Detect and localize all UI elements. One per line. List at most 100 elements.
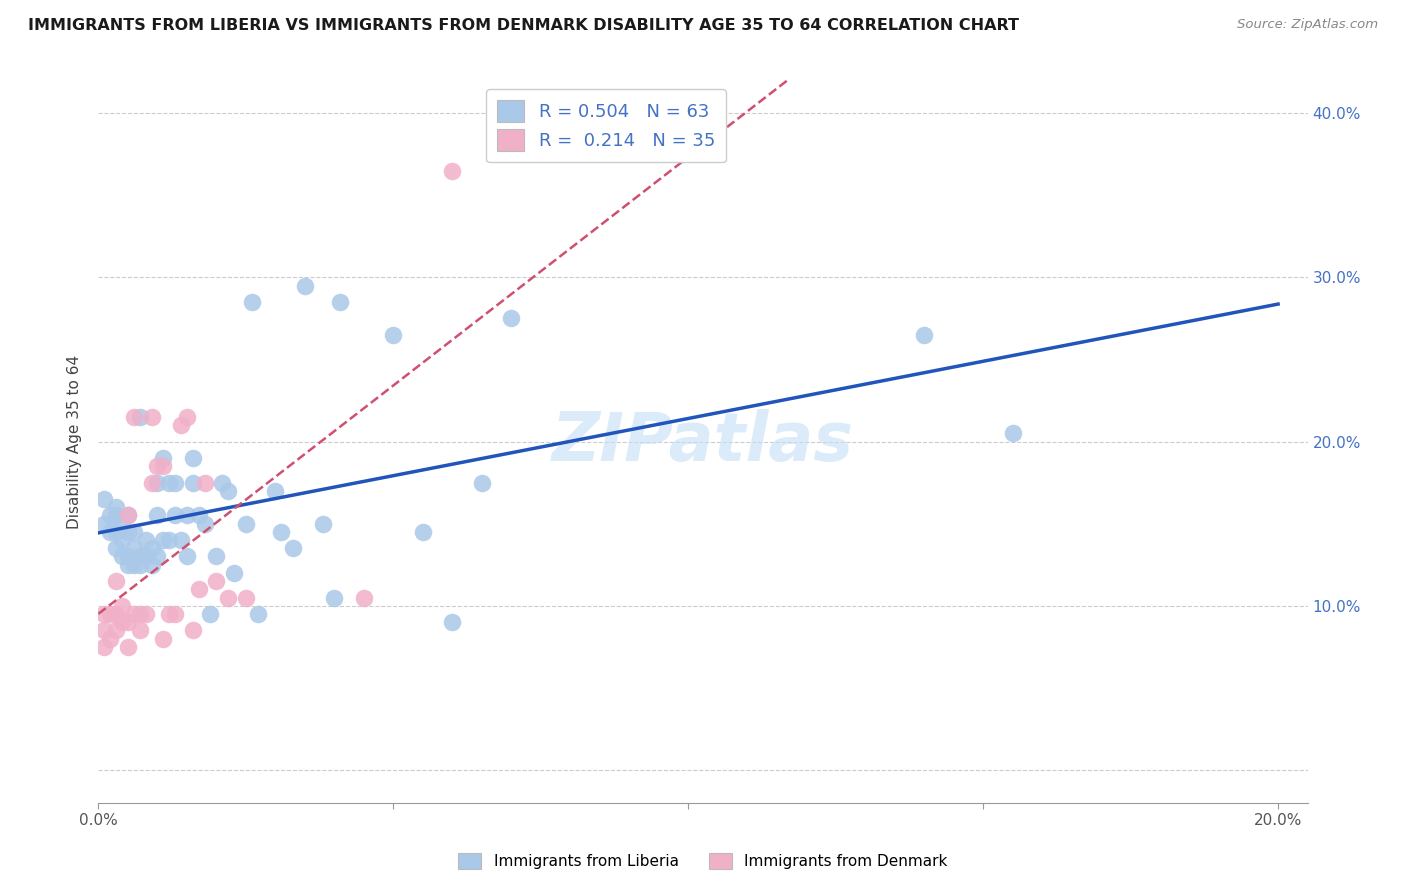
Point xyxy=(105,508,128,523)
Point xyxy=(441,615,464,630)
Point xyxy=(146,459,169,474)
Point xyxy=(93,624,115,638)
Point xyxy=(1001,426,1024,441)
Point xyxy=(165,508,187,523)
Point xyxy=(205,574,228,588)
Point xyxy=(122,541,145,556)
Point xyxy=(128,607,150,621)
Point xyxy=(194,475,217,490)
Point xyxy=(146,549,169,564)
Point xyxy=(93,640,115,654)
Point xyxy=(501,311,523,326)
Point xyxy=(246,607,269,621)
Point xyxy=(441,163,464,178)
Point xyxy=(98,607,121,621)
Point xyxy=(222,566,245,580)
Point xyxy=(141,475,163,490)
Point xyxy=(187,508,209,523)
Point xyxy=(165,607,187,621)
Point xyxy=(122,607,145,621)
Point xyxy=(176,508,198,523)
Point xyxy=(181,450,204,465)
Point xyxy=(141,558,163,572)
Point xyxy=(353,591,375,605)
Point xyxy=(152,450,174,465)
Point xyxy=(117,508,139,523)
Point xyxy=(105,541,128,556)
Point xyxy=(471,475,494,490)
Point xyxy=(135,533,157,547)
Point xyxy=(93,516,115,531)
Text: Source: ZipAtlas.com: Source: ZipAtlas.com xyxy=(1237,18,1378,31)
Point xyxy=(117,508,139,523)
Point xyxy=(93,607,115,621)
Point xyxy=(98,632,121,646)
Point xyxy=(157,475,180,490)
Point xyxy=(217,591,239,605)
Point xyxy=(240,295,263,310)
Point xyxy=(105,574,128,588)
Point xyxy=(128,409,150,424)
Point xyxy=(146,508,169,523)
Point xyxy=(294,278,316,293)
Point xyxy=(128,624,150,638)
Point xyxy=(98,524,121,539)
Point xyxy=(170,533,193,547)
Point xyxy=(205,549,228,564)
Point xyxy=(141,409,163,424)
Point xyxy=(200,607,222,621)
Point xyxy=(217,483,239,498)
Legend: Immigrants from Liberia, Immigrants from Denmark: Immigrants from Liberia, Immigrants from… xyxy=(453,847,953,875)
Point xyxy=(157,607,180,621)
Point xyxy=(111,549,134,564)
Point xyxy=(111,533,134,547)
Legend: R = 0.504   N = 63, R =  0.214   N = 35: R = 0.504 N = 63, R = 0.214 N = 35 xyxy=(486,89,725,162)
Point xyxy=(117,549,139,564)
Point xyxy=(146,475,169,490)
Point xyxy=(135,607,157,621)
Point xyxy=(281,541,304,556)
Point xyxy=(176,549,198,564)
Point xyxy=(105,500,128,515)
Point xyxy=(122,524,145,539)
Point xyxy=(135,549,157,564)
Point xyxy=(117,640,139,654)
Point xyxy=(152,459,174,474)
Text: IMMIGRANTS FROM LIBERIA VS IMMIGRANTS FROM DENMARK DISABILITY AGE 35 TO 64 CORRE: IMMIGRANTS FROM LIBERIA VS IMMIGRANTS FR… xyxy=(28,18,1019,33)
Point xyxy=(235,516,257,531)
Point xyxy=(235,591,257,605)
Point xyxy=(117,524,139,539)
Point xyxy=(93,491,115,506)
Point xyxy=(176,409,198,424)
Point xyxy=(105,624,128,638)
Point xyxy=(117,558,139,572)
Point xyxy=(98,508,121,523)
Point xyxy=(111,516,134,531)
Point xyxy=(152,632,174,646)
Point xyxy=(128,558,150,572)
Point xyxy=(211,475,233,490)
Point xyxy=(270,524,292,539)
Point xyxy=(128,549,150,564)
Text: ZIPatlas: ZIPatlas xyxy=(553,409,853,475)
Point xyxy=(412,524,434,539)
Point xyxy=(382,327,405,342)
Point xyxy=(181,475,204,490)
Point xyxy=(141,541,163,556)
Point xyxy=(912,327,935,342)
Point xyxy=(111,615,134,630)
Point xyxy=(117,615,139,630)
Point xyxy=(157,533,180,547)
Y-axis label: Disability Age 35 to 64: Disability Age 35 to 64 xyxy=(67,354,83,529)
Point xyxy=(152,533,174,547)
Point xyxy=(165,475,187,490)
Point xyxy=(187,582,209,597)
Point xyxy=(264,483,287,498)
Point xyxy=(323,591,346,605)
Point xyxy=(170,418,193,433)
Point xyxy=(111,599,134,613)
Point xyxy=(181,624,204,638)
Point xyxy=(122,558,145,572)
Point xyxy=(194,516,217,531)
Point xyxy=(329,295,352,310)
